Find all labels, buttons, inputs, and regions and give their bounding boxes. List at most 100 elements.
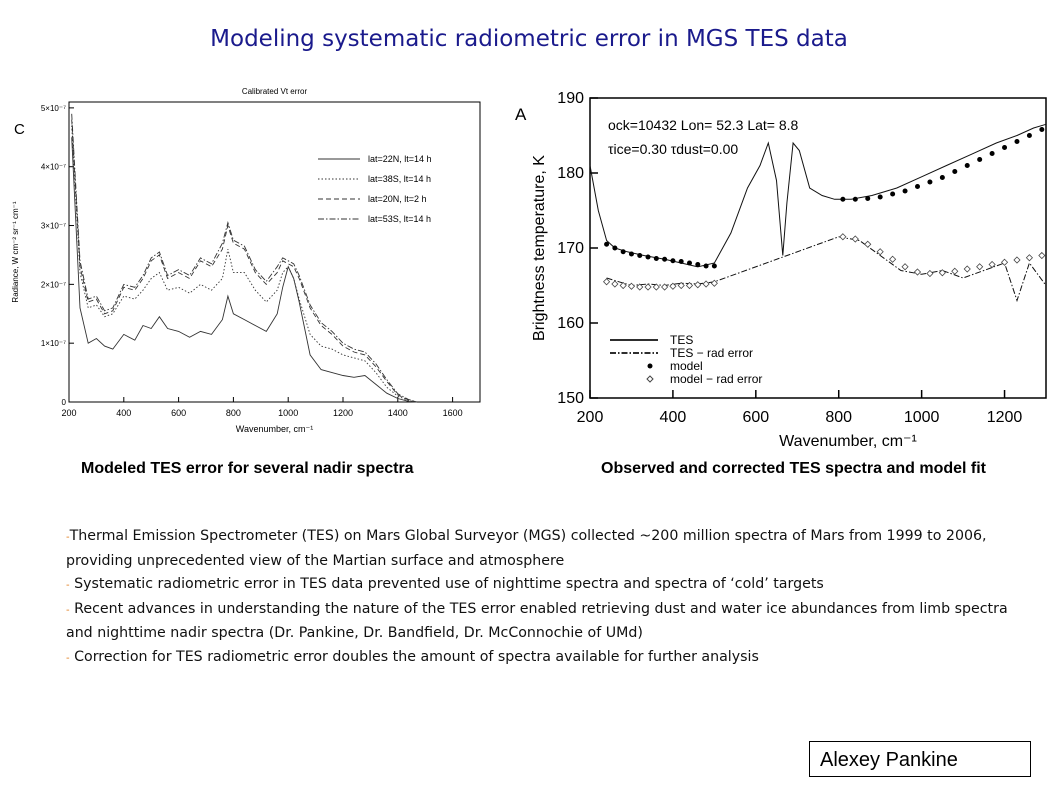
- data-point: [604, 241, 610, 247]
- data-point: [645, 254, 651, 260]
- legend-label: model − rad error: [670, 372, 762, 386]
- legend-label: TES − rad error: [670, 346, 753, 360]
- data-point: [976, 263, 984, 271]
- chart-radiance-error: Calibrated Vt error C 200 400 600 800 1000 1200…: [11, 87, 481, 434]
- bullet-item: - Recent advances in understanding the n…: [66, 600, 1008, 642]
- x-tick-label: 1000: [904, 409, 940, 426]
- data-point: [876, 248, 884, 256]
- series-line: [71, 137, 418, 403]
- data-point: [890, 191, 896, 197]
- data-point: [939, 175, 945, 180]
- data-point: [964, 163, 970, 168]
- data-point: [839, 233, 847, 241]
- legend-label: TES: [670, 333, 693, 347]
- data-point: [695, 262, 701, 267]
- legend-label: model: [670, 359, 703, 373]
- data-point: [927, 179, 933, 185]
- x-tick-label: 200: [577, 409, 604, 426]
- data-point: [628, 251, 634, 257]
- legend-label: lat=22N, lt=14 h: [368, 154, 432, 164]
- bullet-item: -Thermal Emission Spectrometer (TES) on …: [66, 528, 987, 569]
- caption-left: Modeled TES error for several nadir spec…: [81, 460, 414, 477]
- y-tick-label: 2×10⁻⁷: [41, 280, 66, 289]
- data-point: [636, 283, 644, 291]
- data-point: [938, 269, 946, 277]
- x-tick-label: 200: [61, 408, 76, 418]
- data-point: [703, 263, 709, 269]
- data-point: [877, 194, 883, 200]
- x-tick-label: 1000: [278, 408, 298, 418]
- data-point: [963, 265, 971, 273]
- y-tick-label: 150: [557, 390, 584, 407]
- y-axis-label: Radiance, W cm⁻² sr⁻¹ cm⁻¹: [11, 201, 20, 302]
- data-point: [901, 263, 909, 271]
- bullet-marker: -: [66, 532, 70, 543]
- legend-swatch: [647, 363, 653, 369]
- y-axis-label: Brightness temperature, K: [531, 155, 548, 341]
- annotation: ock=10432 Lon= 52.3 Lat= 8.8: [608, 117, 799, 133]
- y-tick-label: 190: [557, 90, 584, 107]
- data-point: [653, 256, 659, 261]
- data-point: [611, 280, 619, 288]
- data-point: [913, 268, 922, 276]
- x-tick-label: 1600: [443, 408, 463, 418]
- data-point: [678, 259, 684, 264]
- data-point: [1038, 251, 1046, 260]
- y-tick-label: 5×10⁻⁷: [41, 104, 66, 113]
- x-tick-label: 800: [825, 409, 852, 426]
- panel-label: A: [515, 105, 527, 124]
- data-point: [644, 283, 652, 291]
- legend-swatch: [646, 375, 654, 383]
- data-point: [852, 196, 858, 202]
- annotation: τice=0.30 τdust=0.00: [608, 141, 738, 157]
- y-tick-label: 0: [62, 398, 67, 407]
- data-point: [619, 281, 627, 290]
- x-tick-label: 800: [226, 408, 241, 418]
- series-line: [71, 125, 418, 403]
- y-tick-label: 3×10⁻⁷: [41, 222, 66, 231]
- legend-label: lat=20N, lt=2 h: [368, 194, 427, 204]
- data-point: [889, 255, 897, 263]
- legend-label: lat=38S, lt=14 h: [368, 174, 431, 184]
- data-point: [685, 281, 694, 290]
- data-point: [865, 196, 871, 201]
- data-point: [1025, 254, 1033, 262]
- data-point: [711, 263, 717, 269]
- data-point: [989, 151, 995, 156]
- data-point: [677, 281, 685, 290]
- y-tick-label: 4×10⁻⁷: [41, 163, 66, 172]
- data-point: [702, 280, 710, 288]
- data-point: [620, 249, 626, 255]
- plot-frame: [68, 101, 481, 403]
- data-point: [951, 267, 959, 275]
- data-point: [1002, 145, 1008, 150]
- data-point: [902, 188, 908, 194]
- data-point: [612, 245, 618, 251]
- bullet-marker: -: [66, 652, 70, 664]
- author-box: Alexey Pankine: [809, 741, 1031, 777]
- data-point: [637, 253, 643, 258]
- data-point: [1014, 139, 1020, 144]
- x-axis-label: Wavenumber, cm⁻¹: [236, 424, 313, 434]
- x-tick-label: 600: [742, 409, 769, 426]
- x-tick-label: 600: [171, 408, 186, 418]
- x-tick-label: 400: [660, 409, 687, 426]
- data-point: [1013, 256, 1021, 264]
- data-point: [1000, 258, 1009, 266]
- data-point: [851, 235, 859, 243]
- data-point: [694, 281, 702, 289]
- data-point: [977, 157, 983, 162]
- data-point: [864, 240, 872, 248]
- data-point: [952, 169, 958, 174]
- data-point: [686, 260, 692, 266]
- legend-label: lat=53S, lt=14 h: [368, 214, 431, 224]
- data-point: [661, 283, 669, 291]
- data-point: [840, 196, 846, 202]
- x-tick-label: 1200: [987, 409, 1023, 426]
- slide-title: Modeling systematic radiometric error in…: [210, 26, 848, 52]
- chart-title: Calibrated Vt error: [242, 87, 308, 96]
- bullet-item: - Correction for TES radiometric error d…: [66, 648, 759, 665]
- x-tick-label: 1200: [333, 408, 353, 418]
- data-point: [669, 282, 677, 290]
